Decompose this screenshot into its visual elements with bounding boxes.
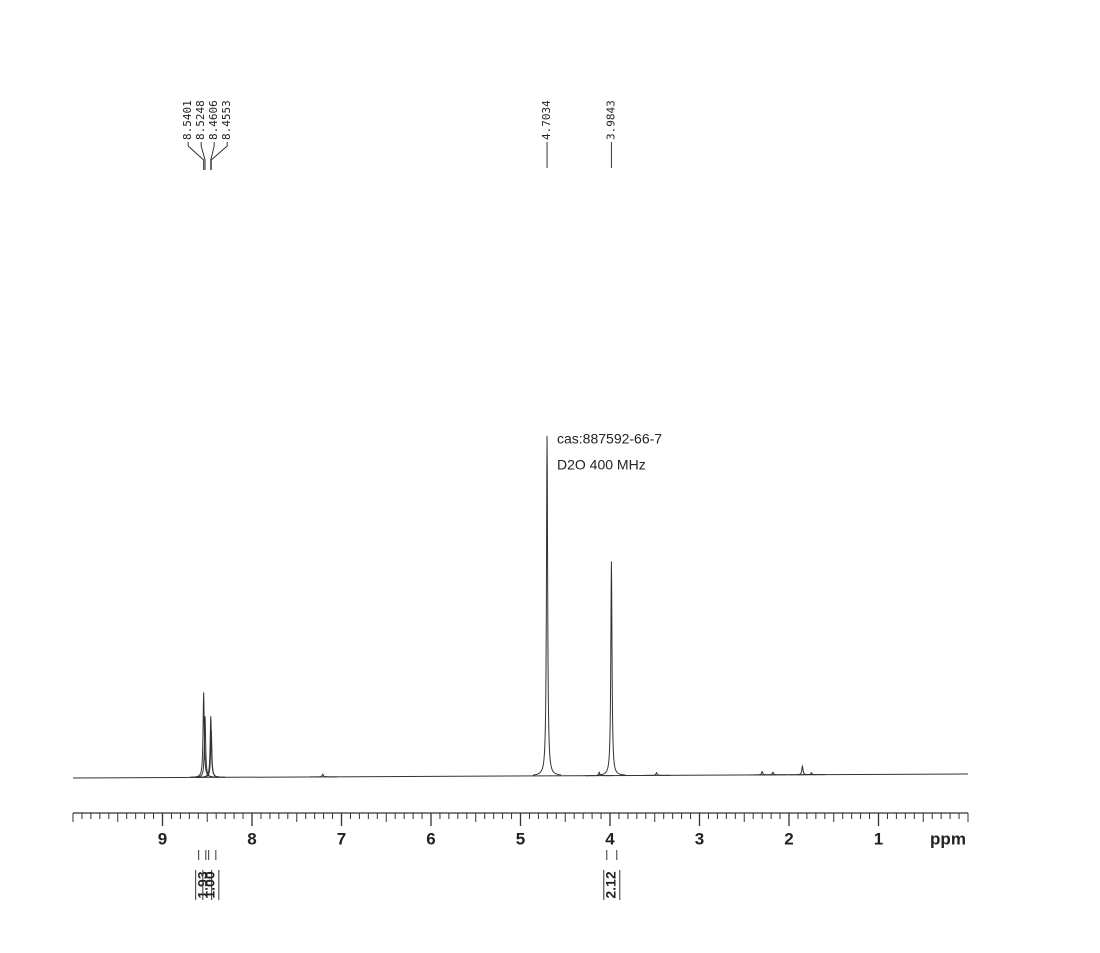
annotation: cas:887592-66-7 [557, 431, 662, 447]
peak [797, 771, 826, 776]
x-tick-label: 9 [158, 829, 167, 848]
peak-leader [210, 142, 228, 170]
peak [788, 764, 817, 776]
peak-label: 8.4606 [207, 100, 220, 140]
peak [585, 771, 614, 777]
x-tick-label: 6 [426, 829, 435, 848]
annotation: D2O 400 MHz [557, 457, 646, 473]
x-axis-label: ppm [930, 829, 966, 848]
integral-bracket [202, 850, 220, 900]
x-tick-label: 4 [605, 829, 615, 848]
x-tick-label: 3 [695, 829, 704, 848]
peak-leader [200, 142, 206, 170]
peak [308, 773, 337, 778]
peak-label: 3.9843 [604, 100, 617, 140]
peak [191, 716, 220, 778]
x-tick-label: 7 [337, 829, 346, 848]
peak [758, 771, 787, 776]
peak-label: 8.5248 [194, 100, 207, 140]
integral-label: 1.00 [202, 871, 218, 898]
peak [197, 729, 226, 778]
peak [642, 771, 671, 776]
integral-bracket [603, 850, 621, 900]
peak-label: 8.4553 [220, 100, 233, 140]
integral-label: 2.12 [602, 871, 618, 898]
peak-leader [187, 142, 205, 170]
peak [532, 435, 562, 776]
integral-bracket [195, 850, 213, 900]
x-tick-label: 5 [516, 829, 525, 848]
x-tick-label: 1 [874, 829, 883, 848]
peak [597, 561, 626, 776]
x-tick-label: 2 [784, 829, 793, 848]
peak-label: 4.7034 [540, 100, 553, 140]
peak-label: 8.5401 [181, 100, 194, 140]
x-tick-label: 8 [247, 829, 256, 848]
